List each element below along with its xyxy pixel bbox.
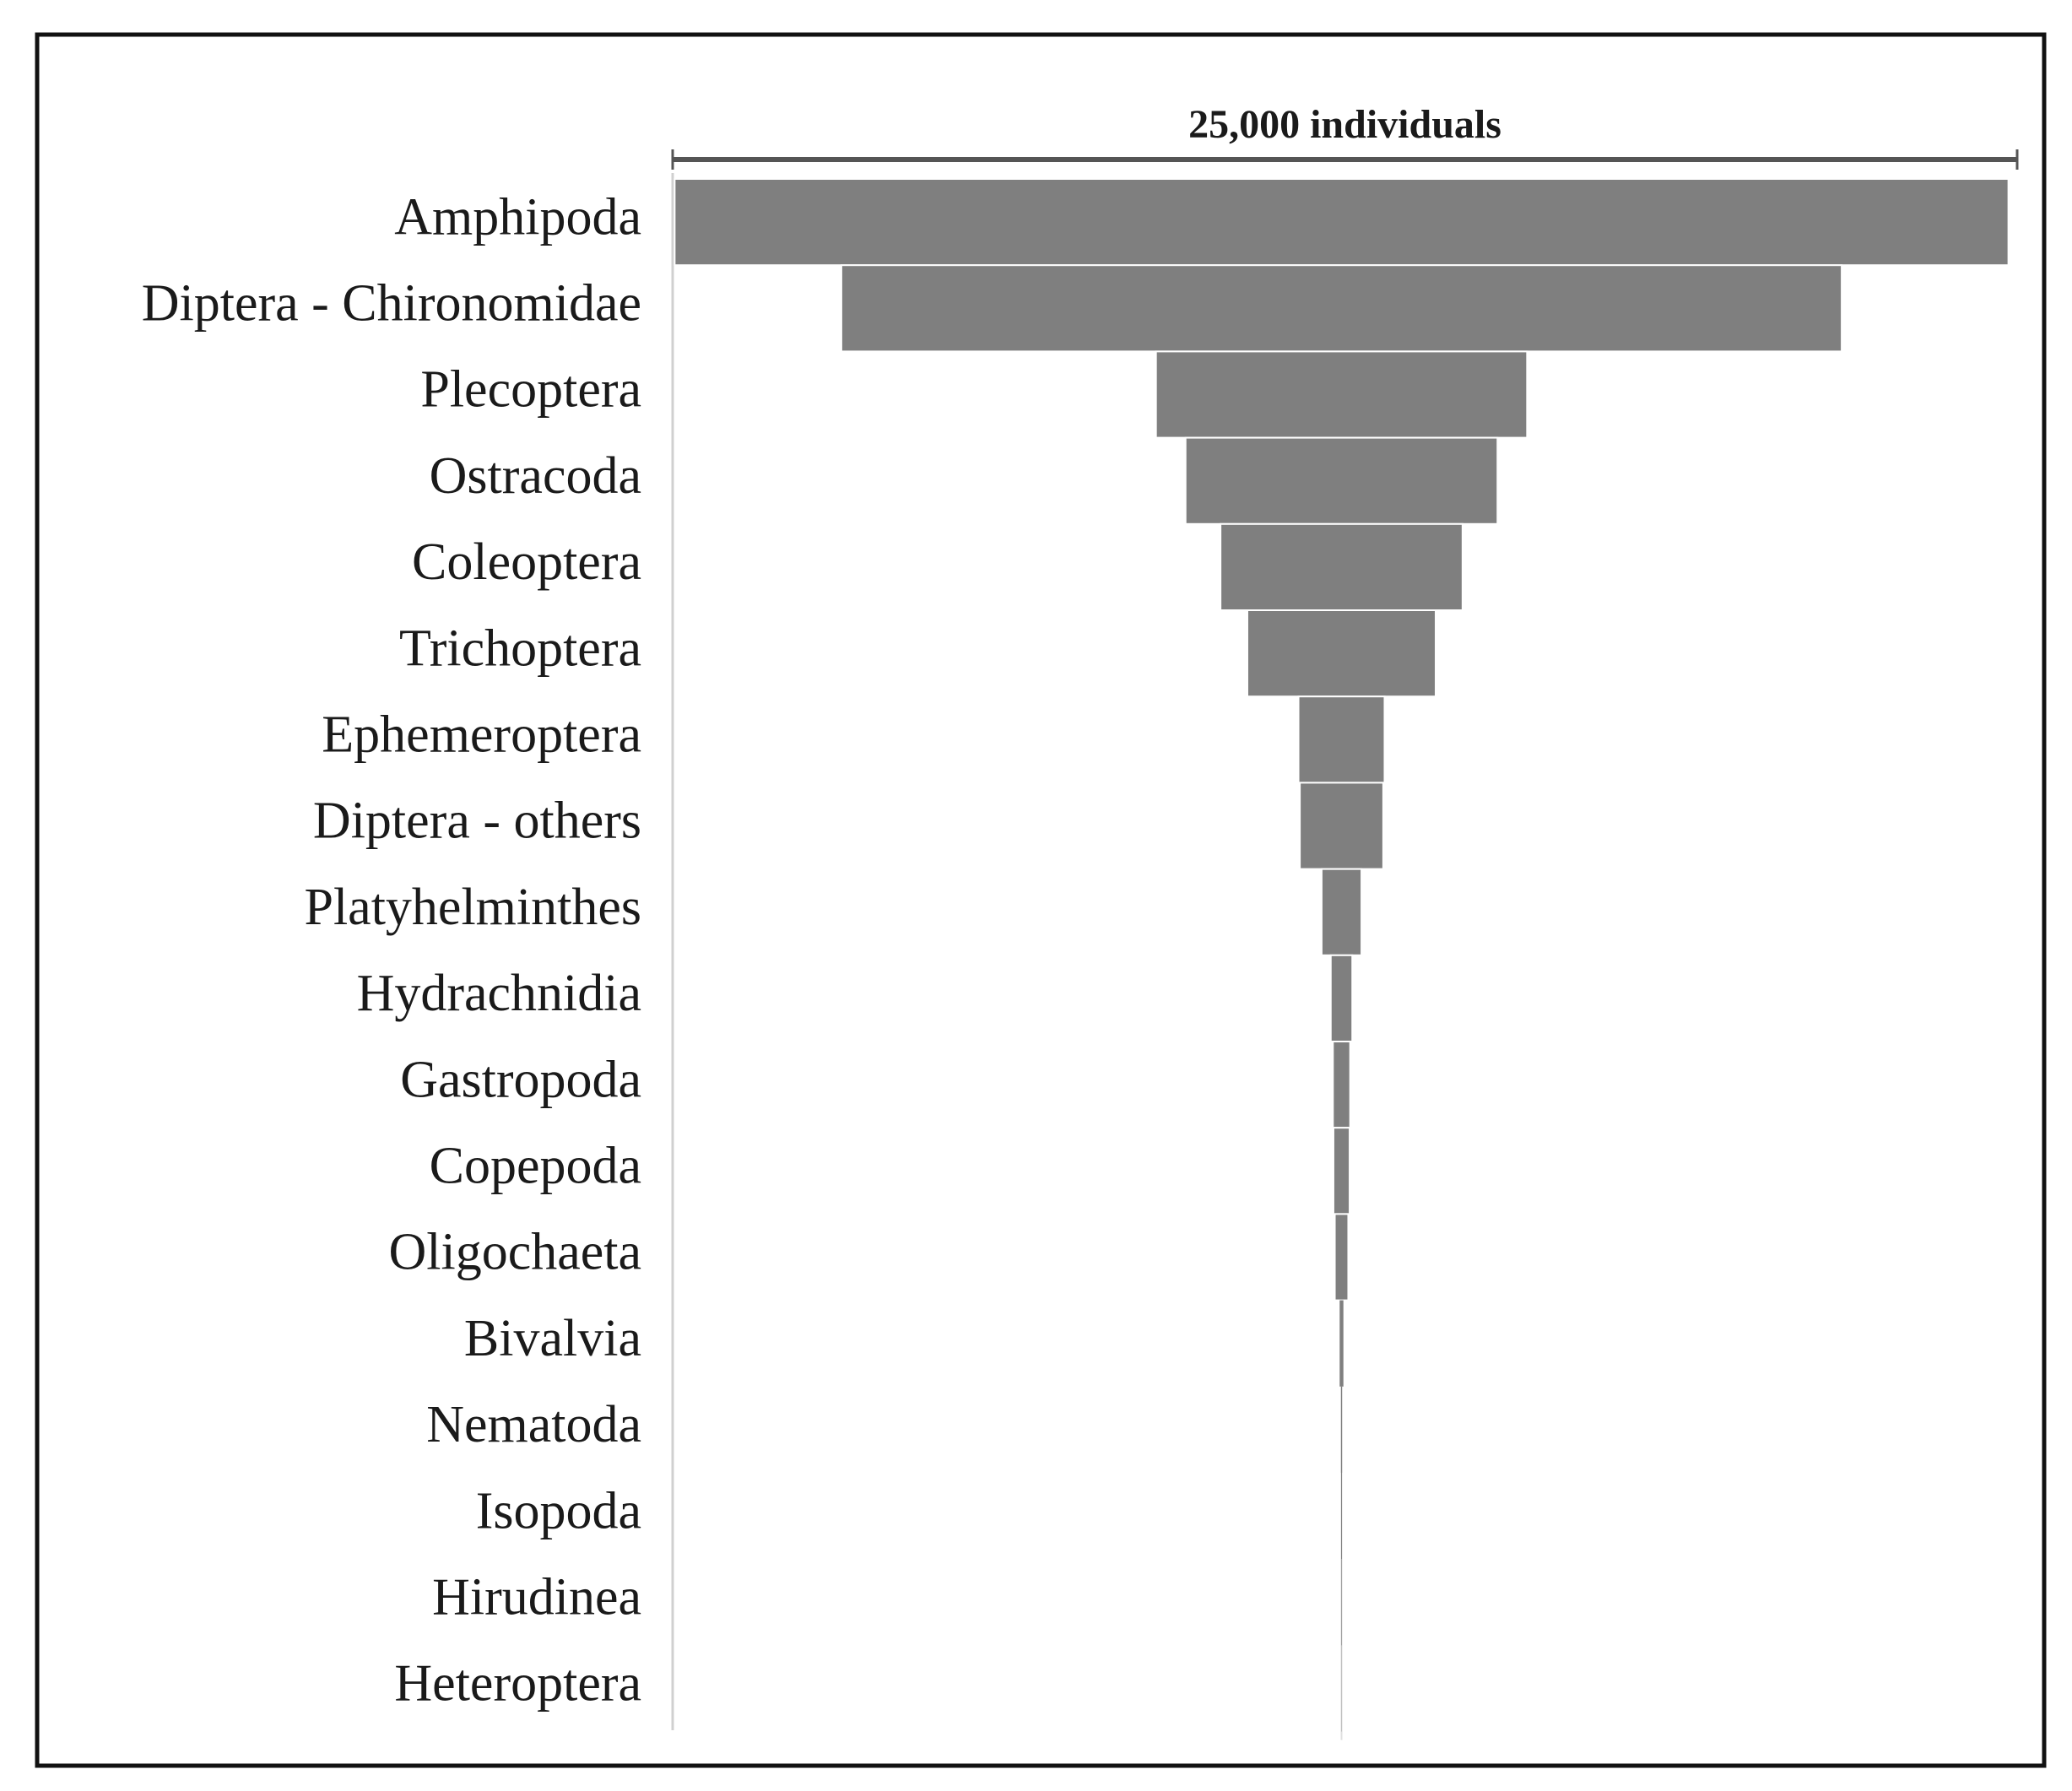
category-label: Ostracoda bbox=[430, 447, 641, 505]
category-label: Nematoda bbox=[426, 1396, 641, 1453]
scale-bar-label: 25,000 individuals bbox=[1188, 102, 1501, 147]
bar bbox=[840, 264, 1843, 353]
bar bbox=[1320, 868, 1363, 956]
category-label: Isopoda bbox=[476, 1482, 641, 1539]
bar bbox=[1340, 1386, 1343, 1473]
bar bbox=[1341, 1473, 1342, 1560]
category-label: Ephemeroptera bbox=[322, 706, 641, 764]
bar bbox=[1184, 436, 1499, 525]
category-label: Plecoptera bbox=[420, 361, 641, 419]
bar bbox=[1299, 782, 1384, 870]
category-label: Amphipoda bbox=[394, 188, 641, 246]
category-label: Copepoda bbox=[430, 1138, 641, 1195]
category-label: Hydrachnidia bbox=[357, 965, 641, 1022]
bar bbox=[1220, 522, 1463, 611]
category-label: Heteroptera bbox=[394, 1655, 641, 1713]
category-label: Gastropoda bbox=[400, 1051, 641, 1108]
category-label: Trichoptera bbox=[399, 620, 641, 677]
bar bbox=[1332, 1041, 1351, 1129]
category-label: Hirudinea bbox=[432, 1569, 641, 1626]
bar bbox=[1297, 695, 1386, 784]
category-label: Bivalvia bbox=[464, 1310, 641, 1367]
category-label: Diptera - Chironomidae bbox=[142, 275, 641, 333]
category-label: Platyhelminthes bbox=[304, 879, 641, 936]
bar bbox=[674, 178, 2010, 267]
bar bbox=[1334, 1213, 1350, 1301]
bar bbox=[1339, 1300, 1344, 1387]
bar bbox=[1246, 609, 1437, 698]
category-label: Diptera - others bbox=[313, 793, 641, 850]
bar bbox=[1329, 954, 1354, 1043]
category-label: Oligochaeta bbox=[388, 1224, 641, 1281]
bar bbox=[1332, 1127, 1351, 1215]
bar bbox=[1341, 1559, 1342, 1646]
bar bbox=[1155, 350, 1528, 439]
category-label: Coleoptera bbox=[412, 533, 641, 591]
